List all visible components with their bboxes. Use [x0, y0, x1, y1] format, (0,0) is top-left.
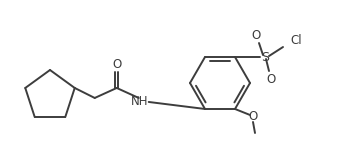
Text: S: S: [261, 50, 269, 64]
Text: O: O: [248, 111, 258, 123]
Text: O: O: [251, 29, 261, 42]
Text: O: O: [266, 73, 275, 85]
Text: NH: NH: [131, 96, 148, 108]
Text: Cl: Cl: [290, 33, 302, 47]
Text: O: O: [112, 58, 121, 71]
